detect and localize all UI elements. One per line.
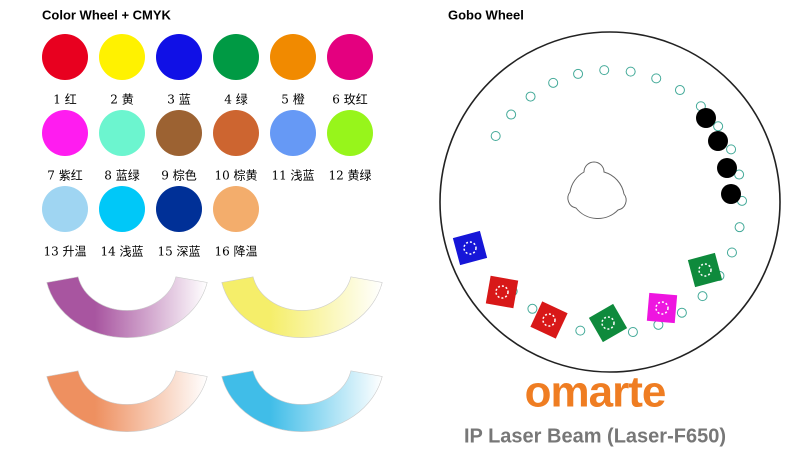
color-swatch bbox=[213, 110, 259, 156]
cmyk-arc bbox=[46, 370, 208, 432]
gobo-wheel bbox=[439, 31, 781, 373]
gobo bbox=[490, 131, 501, 141]
gobo-dot bbox=[696, 108, 716, 128]
color-label: 9 棕色 bbox=[161, 168, 196, 183]
color-label: 12 黄绿 bbox=[328, 168, 371, 183]
gobo-pattern bbox=[601, 316, 615, 330]
gobo bbox=[697, 291, 708, 302]
wheel-hub bbox=[567, 161, 627, 220]
color-swatch bbox=[270, 34, 316, 80]
gobo bbox=[548, 77, 559, 88]
gobo-pattern bbox=[495, 285, 509, 299]
color-label: 3 蓝 bbox=[167, 93, 190, 107]
color-swatch bbox=[327, 110, 373, 156]
color-label: 10 棕黄 bbox=[214, 168, 257, 183]
color-swatch bbox=[270, 110, 316, 156]
gobo bbox=[575, 325, 586, 336]
color-swatch bbox=[99, 186, 145, 232]
color-label: 1 红 bbox=[53, 92, 76, 107]
color-swatch bbox=[42, 186, 88, 232]
gobo bbox=[525, 91, 536, 102]
cmyk-arc bbox=[221, 370, 383, 432]
gobo bbox=[674, 85, 685, 96]
gobo-dot bbox=[708, 131, 728, 151]
brand-logo: omarte bbox=[525, 368, 666, 417]
gobo-pattern bbox=[463, 241, 477, 255]
color-swatch bbox=[327, 34, 373, 80]
gobo bbox=[734, 169, 745, 180]
color-swatch bbox=[42, 34, 88, 80]
color-label: 16 降温 bbox=[214, 245, 257, 259]
color-swatch bbox=[99, 34, 145, 80]
gobo bbox=[726, 144, 737, 155]
color-swatch bbox=[213, 34, 259, 80]
gobo-square bbox=[646, 292, 678, 324]
gobo bbox=[651, 73, 662, 84]
color-swatch bbox=[156, 186, 202, 232]
color-swatch bbox=[99, 110, 145, 156]
gobo-dot bbox=[721, 184, 741, 204]
color-label: 13 升温 bbox=[43, 245, 86, 259]
color-label: 8 蓝绿 bbox=[104, 168, 139, 183]
color-label: 15 深蓝 bbox=[157, 245, 200, 259]
color-wheel-title: Color Wheel + CMYK bbox=[42, 7, 172, 22]
cmyk-arc bbox=[221, 276, 383, 338]
color-swatch bbox=[156, 110, 202, 156]
gobo bbox=[713, 121, 724, 132]
gobo-dot bbox=[717, 158, 737, 178]
gobo bbox=[726, 247, 737, 258]
gobo-pattern bbox=[698, 263, 712, 277]
gobo-pattern bbox=[542, 313, 556, 327]
gobo-square bbox=[452, 230, 488, 266]
gobo-square bbox=[588, 303, 628, 343]
color-label: 7 紫红 bbox=[47, 168, 82, 183]
color-label: 2 黄 bbox=[110, 93, 133, 107]
color-label: 11 浅蓝 bbox=[271, 169, 314, 183]
cmyk-arc bbox=[46, 276, 208, 338]
color-label: 6 玫红 bbox=[332, 92, 367, 107]
gobo bbox=[599, 65, 610, 76]
gobo bbox=[625, 66, 636, 77]
gobo bbox=[627, 326, 638, 337]
gobo bbox=[573, 68, 584, 79]
product-name: IP Laser Beam (Laser-F650) bbox=[464, 425, 726, 447]
color-label: 5 橙 bbox=[281, 92, 304, 107]
color-swatch bbox=[42, 110, 88, 156]
gobo bbox=[506, 109, 517, 120]
gobo-square bbox=[687, 252, 723, 288]
gobo-square bbox=[530, 301, 568, 339]
gobo bbox=[734, 222, 745, 233]
gobo-set bbox=[452, 65, 747, 343]
gobo bbox=[527, 303, 538, 314]
color-swatch bbox=[213, 186, 259, 232]
color-label: 14 浅蓝 bbox=[100, 245, 143, 259]
color-label: 4 绿 bbox=[224, 92, 247, 107]
gobo-wheel-title: Gobo Wheel bbox=[448, 7, 524, 22]
gobo-square bbox=[485, 275, 519, 309]
gobo bbox=[676, 307, 687, 318]
gobo-pattern bbox=[655, 301, 669, 315]
color-swatch bbox=[156, 34, 202, 80]
